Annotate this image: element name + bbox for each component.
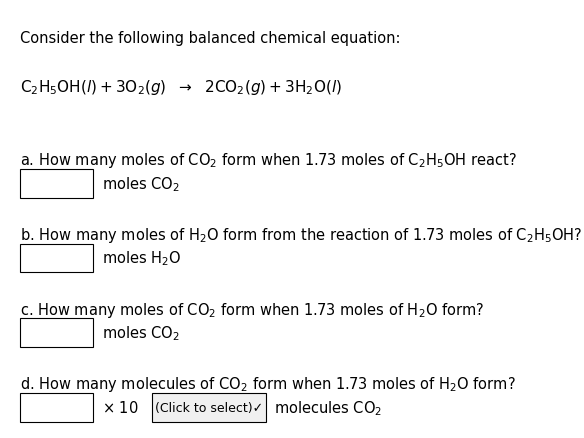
FancyBboxPatch shape [20,393,93,421]
Text: (Click to select)✓: (Click to select)✓ [155,401,263,414]
FancyBboxPatch shape [20,170,93,198]
Text: moles $\mathregular{CO_2}$: moles $\mathregular{CO_2}$ [102,324,180,342]
Text: Consider the following balanced chemical equation:: Consider the following balanced chemical… [20,31,401,46]
Text: c. How many moles of $\mathregular{CO_2}$ form when 1.73 moles of $\mathregular{: c. How many moles of $\mathregular{CO_2}… [20,300,485,319]
Text: b. How many moles of $\mathregular{H_2O}$ form from the reaction of 1.73 moles o: b. How many moles of $\mathregular{H_2O}… [20,226,583,244]
FancyBboxPatch shape [20,319,93,347]
Text: molecules $\mathregular{CO_2}$: molecules $\mathregular{CO_2}$ [274,398,383,417]
Text: moles $\mathregular{H_2O}$: moles $\mathregular{H_2O}$ [102,249,182,268]
Text: moles $\mathregular{CO_2}$: moles $\mathregular{CO_2}$ [102,175,180,193]
Text: a. How many moles of $\mathregular{CO_2}$ form when 1.73 moles of $\mathregular{: a. How many moles of $\mathregular{CO_2}… [20,151,517,170]
Text: $\times$ 10: $\times$ 10 [102,399,139,415]
Text: $\mathregular{C_2H_5OH(}$$\it{l}$$\mathregular{) + 3O_2(}$$\it{g}$$\mathregular{: $\mathregular{C_2H_5OH(}$$\it{l}$$\mathr… [20,78,342,97]
Text: d. How many molecules of $\mathregular{CO_2}$ form when 1.73 moles of $\mathregu: d. How many molecules of $\mathregular{C… [20,374,516,393]
FancyBboxPatch shape [152,393,266,421]
FancyBboxPatch shape [20,244,93,272]
